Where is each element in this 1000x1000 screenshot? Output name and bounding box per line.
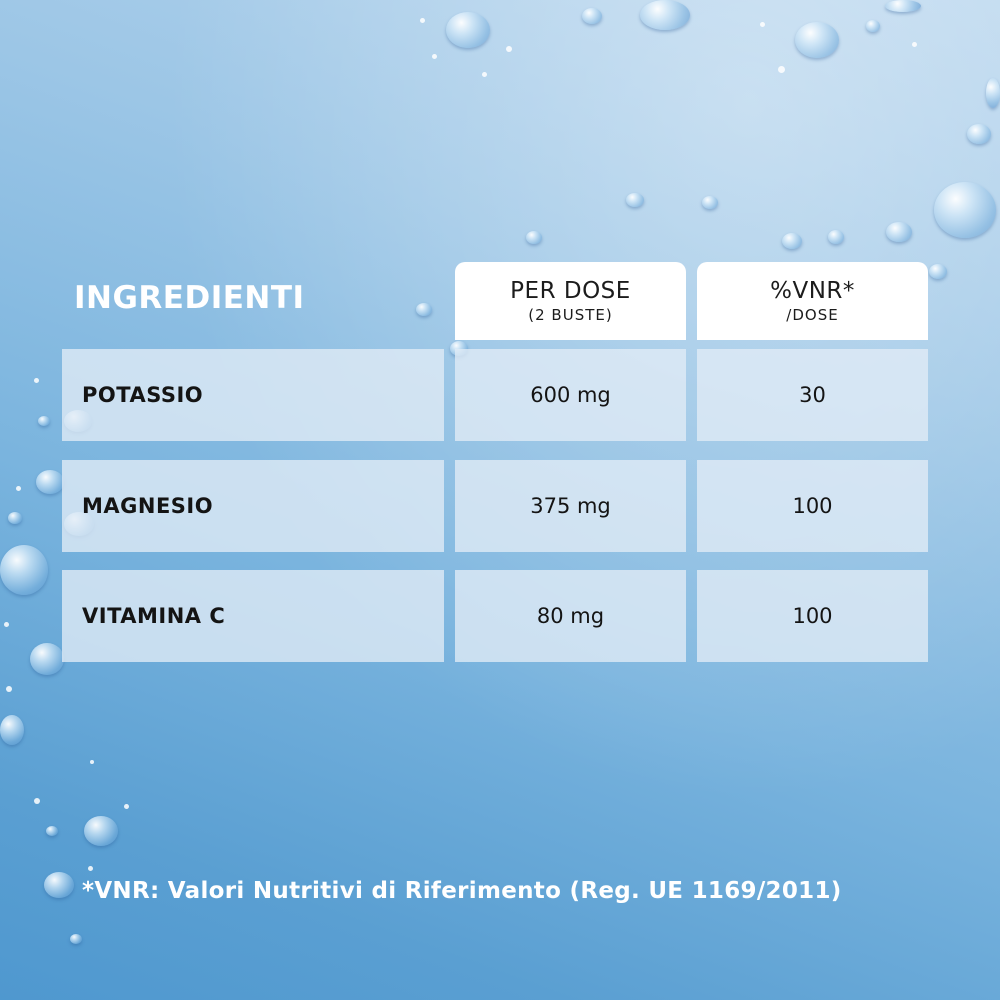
water-dot-icon bbox=[34, 378, 39, 383]
water-dot-icon bbox=[88, 866, 93, 871]
water-dot-icon bbox=[506, 46, 512, 52]
water-drop-icon bbox=[0, 715, 24, 745]
water-drop-icon bbox=[84, 816, 118, 846]
header-vnr: %VNR* /DOSE bbox=[697, 262, 928, 340]
header-vnr-sublabel: /DOSE bbox=[786, 306, 839, 324]
water-drop-icon bbox=[44, 872, 74, 898]
water-drop-icon bbox=[8, 512, 22, 524]
water-drop-icon bbox=[626, 193, 644, 207]
water-drop-icon bbox=[30, 643, 64, 675]
water-drop-icon bbox=[828, 230, 844, 244]
dose-value: 375 mg bbox=[455, 460, 686, 552]
water-drop-icon bbox=[885, 0, 921, 12]
water-dot-icon bbox=[420, 18, 425, 23]
header-per-dose: PER DOSE (2 BUSTE) bbox=[455, 262, 686, 340]
water-drop-icon bbox=[0, 545, 48, 595]
water-dot-icon bbox=[482, 72, 487, 77]
water-dot-icon bbox=[912, 42, 917, 47]
water-dot-icon bbox=[4, 622, 9, 627]
water-drop-icon bbox=[967, 124, 991, 144]
ingredients-title: INGREDIENTI bbox=[74, 280, 305, 316]
header-per-dose-sublabel: (2 BUSTE) bbox=[528, 306, 613, 324]
dose-value: 600 mg bbox=[455, 349, 686, 441]
water-drop-icon bbox=[929, 264, 947, 279]
water-drop-icon bbox=[986, 78, 1000, 108]
water-dot-icon bbox=[6, 686, 12, 692]
water-drop-icon bbox=[416, 303, 432, 316]
water-dot-icon bbox=[124, 804, 129, 809]
water-drop-icon bbox=[36, 470, 64, 494]
water-dot-icon bbox=[432, 54, 437, 59]
water-dot-icon bbox=[90, 760, 94, 764]
vnr-value: 30 bbox=[697, 349, 928, 441]
dose-value: 80 mg bbox=[455, 570, 686, 662]
water-drop-icon bbox=[526, 231, 542, 244]
ingredient-name: VITAMINA C bbox=[62, 570, 444, 662]
water-drop-icon bbox=[795, 22, 839, 58]
water-drop-icon bbox=[866, 20, 880, 32]
header-per-dose-label: PER DOSE bbox=[510, 278, 631, 304]
ingredient-name: POTASSIO bbox=[62, 349, 444, 441]
water-drop-icon bbox=[934, 182, 996, 238]
water-dot-icon bbox=[778, 66, 785, 73]
water-dot-icon bbox=[34, 798, 40, 804]
vnr-value: 100 bbox=[697, 460, 928, 552]
water-drop-icon bbox=[46, 826, 58, 836]
water-dot-icon bbox=[760, 22, 765, 27]
vnr-value: 100 bbox=[697, 570, 928, 662]
header-vnr-label: %VNR* bbox=[770, 278, 855, 304]
water-drop-icon bbox=[70, 934, 82, 944]
water-drop-icon bbox=[446, 12, 490, 48]
water-drop-icon bbox=[582, 8, 602, 24]
vnr-footnote: *VNR: Valori Nutritivi di Riferimento (R… bbox=[82, 878, 842, 904]
water-drop-icon bbox=[640, 0, 690, 30]
water-drop-icon bbox=[38, 416, 50, 426]
water-drop-icon bbox=[886, 222, 912, 242]
water-drop-icon bbox=[782, 233, 802, 249]
water-drop-icon bbox=[702, 196, 718, 209]
ingredient-name: MAGNESIO bbox=[62, 460, 444, 552]
water-dot-icon bbox=[16, 486, 21, 491]
